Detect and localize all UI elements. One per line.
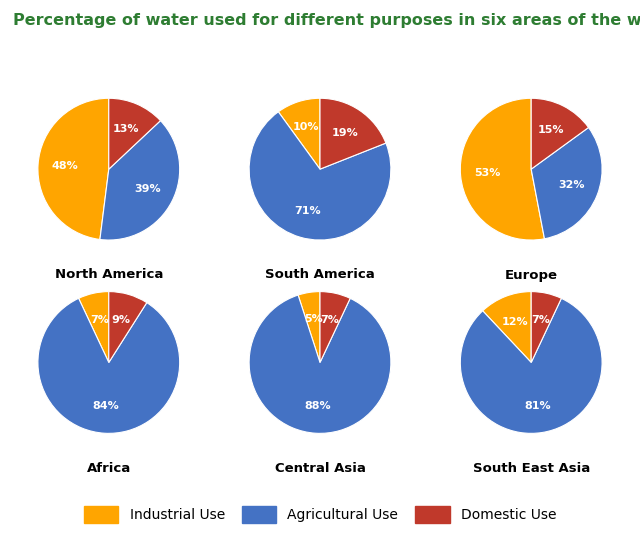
Text: 71%: 71% (294, 206, 321, 216)
Wedge shape (320, 98, 386, 169)
Text: 32%: 32% (559, 180, 586, 190)
Text: Central Asia: Central Asia (275, 462, 365, 475)
Wedge shape (109, 98, 161, 169)
Text: North America: North America (54, 268, 163, 281)
Text: 53%: 53% (474, 168, 500, 178)
Text: 7%: 7% (320, 315, 339, 324)
Wedge shape (460, 98, 545, 240)
Wedge shape (531, 127, 602, 239)
Wedge shape (38, 98, 109, 240)
Wedge shape (249, 112, 391, 240)
Text: 19%: 19% (332, 128, 358, 138)
Text: 5%: 5% (304, 314, 323, 324)
Text: 7%: 7% (531, 315, 550, 324)
Text: South East Asia: South East Asia (472, 462, 590, 475)
Wedge shape (298, 292, 320, 362)
Text: 7%: 7% (90, 315, 109, 324)
Wedge shape (100, 121, 180, 240)
Legend: Industrial Use, Agricultural Use, Domestic Use: Industrial Use, Agricultural Use, Domest… (79, 502, 561, 527)
Text: 13%: 13% (113, 124, 140, 134)
Wedge shape (249, 295, 391, 433)
Text: 10%: 10% (293, 122, 319, 132)
Text: South America: South America (265, 268, 375, 281)
Text: Africa: Africa (86, 462, 131, 475)
Text: 15%: 15% (538, 125, 564, 135)
Wedge shape (483, 292, 531, 362)
Text: 12%: 12% (502, 317, 529, 326)
Text: 88%: 88% (304, 401, 330, 411)
Wedge shape (460, 299, 602, 433)
Text: 84%: 84% (93, 401, 120, 411)
Text: 39%: 39% (134, 184, 161, 194)
Text: 9%: 9% (111, 315, 131, 325)
Wedge shape (531, 98, 589, 169)
Wedge shape (79, 292, 109, 362)
Wedge shape (278, 98, 320, 169)
Wedge shape (109, 292, 147, 362)
Text: Europe: Europe (505, 268, 557, 281)
Text: Percentage of water used for different purposes in six areas of the world.: Percentage of water used for different p… (13, 13, 640, 28)
Text: 81%: 81% (525, 401, 552, 411)
Wedge shape (531, 292, 561, 362)
Wedge shape (38, 299, 180, 433)
Wedge shape (320, 292, 350, 362)
Text: 48%: 48% (52, 162, 78, 171)
